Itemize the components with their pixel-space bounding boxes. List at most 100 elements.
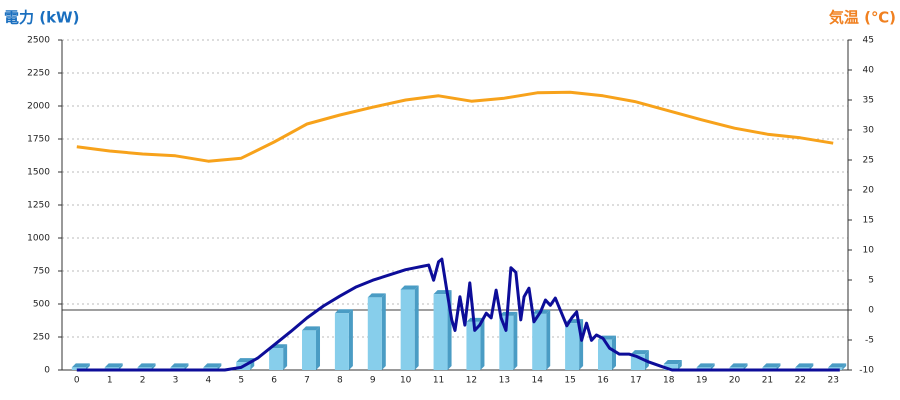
bar-side <box>348 309 353 370</box>
bar-top <box>302 326 321 331</box>
bar-side <box>316 326 321 370</box>
x-tick-label: 5 <box>238 376 244 386</box>
y2-tick-label: 10 <box>863 246 875 256</box>
bar-side <box>85 363 90 370</box>
y2-axis-title: 気温 (℃) <box>829 9 896 27</box>
bar <box>269 348 284 370</box>
y-tick-label: 250 <box>33 333 50 343</box>
y2-tick-label: -10 <box>859 366 874 376</box>
y-tick-label: 750 <box>33 267 50 277</box>
x-tick-label: 6 <box>271 376 277 386</box>
x-tick-label: 2 <box>140 376 146 386</box>
x-tick-label: 16 <box>597 376 609 386</box>
x-tick-label: 8 <box>337 376 343 386</box>
y-tick-label: 500 <box>33 300 50 310</box>
bar-top <box>400 285 419 290</box>
y2-tick-label: 40 <box>863 66 875 76</box>
bar <box>597 339 612 370</box>
y-tick-label: 1000 <box>27 234 50 244</box>
bar-top <box>203 363 222 368</box>
bar-side <box>776 363 781 370</box>
bar-side <box>710 363 715 370</box>
x-tick-label: 1 <box>107 376 113 386</box>
x-tick-label: 0 <box>74 376 80 386</box>
bar-top <box>729 363 748 368</box>
bar <box>499 315 514 370</box>
x-tick-label: 21 <box>762 376 773 386</box>
bar-top <box>137 363 156 368</box>
bar-side <box>743 363 748 370</box>
x-tick-label: 17 <box>630 376 641 386</box>
bar-side <box>217 363 222 370</box>
y-tick-label: 2500 <box>27 36 50 46</box>
x-tick-label: 10 <box>400 376 412 386</box>
y2-tick-label: 5 <box>868 276 874 286</box>
y-tick-label: 1500 <box>27 168 50 178</box>
bar-top <box>696 363 715 368</box>
bar <box>400 289 415 370</box>
bar-side <box>513 311 518 370</box>
x-tick-label: 9 <box>370 376 376 386</box>
bar-top <box>663 360 682 365</box>
x-tick-label: 13 <box>499 376 510 386</box>
x-tick-label: 18 <box>663 376 675 386</box>
bar <box>302 330 317 370</box>
bar-top <box>828 363 847 368</box>
bar <box>565 323 580 370</box>
y-tick-label: 2000 <box>27 102 50 112</box>
x-tick-label: 22 <box>795 376 806 386</box>
bar-top <box>762 363 781 368</box>
bar <box>367 297 382 370</box>
bar-side <box>677 360 682 370</box>
y2-tick-label: 30 <box>863 126 875 136</box>
y2-tick-label: 25 <box>863 156 874 166</box>
x-tick-label: 14 <box>531 376 543 386</box>
bar-top <box>795 363 814 368</box>
bar-side <box>283 344 288 370</box>
x-tick-label: 23 <box>827 376 838 386</box>
y-tick-label: 0 <box>44 366 50 376</box>
y2-tick-label: -5 <box>865 336 874 346</box>
y-tick-label: 1250 <box>27 201 50 211</box>
x-tick-label: 3 <box>173 376 179 386</box>
bar-top <box>630 350 649 355</box>
y-tick-label: 2250 <box>27 69 50 79</box>
x-tick-label: 7 <box>304 376 310 386</box>
x-tick-label: 12 <box>466 376 477 386</box>
y2-tick-label: 0 <box>868 306 874 316</box>
y-tick-label: 1750 <box>27 135 50 145</box>
bar-top <box>334 309 353 314</box>
bar-top <box>71 363 90 368</box>
bar-side <box>611 335 616 370</box>
bar-top <box>170 363 189 368</box>
bar-top <box>104 363 123 368</box>
x-tick-label: 11 <box>433 376 444 386</box>
bar-side <box>118 363 123 370</box>
x-tick-label: 15 <box>564 376 575 386</box>
bar-side <box>842 363 847 370</box>
bar-side <box>381 293 386 370</box>
bar <box>433 294 448 370</box>
y2-tick-label: 35 <box>863 96 874 106</box>
bar-top <box>367 293 386 298</box>
bar-side <box>809 363 814 370</box>
y2-tick-label: 45 <box>863 36 874 46</box>
y2-tick-label: 20 <box>863 186 875 196</box>
x-tick-label: 19 <box>696 376 708 386</box>
x-tick-label: 20 <box>729 376 741 386</box>
bar <box>532 313 547 370</box>
bar <box>334 313 349 370</box>
bar-side <box>184 363 189 370</box>
bar <box>466 321 481 370</box>
power-line <box>76 257 840 372</box>
y-axis-title: 電力 (kW) <box>4 9 79 27</box>
bar-side <box>480 317 485 370</box>
bar-side <box>151 363 156 370</box>
bar-side <box>546 309 551 370</box>
temperature-line <box>76 90 834 163</box>
y2-tick-label: 15 <box>863 216 874 226</box>
x-tick-label: 4 <box>205 376 211 386</box>
bar-side <box>414 285 419 370</box>
bar-top <box>466 317 485 322</box>
